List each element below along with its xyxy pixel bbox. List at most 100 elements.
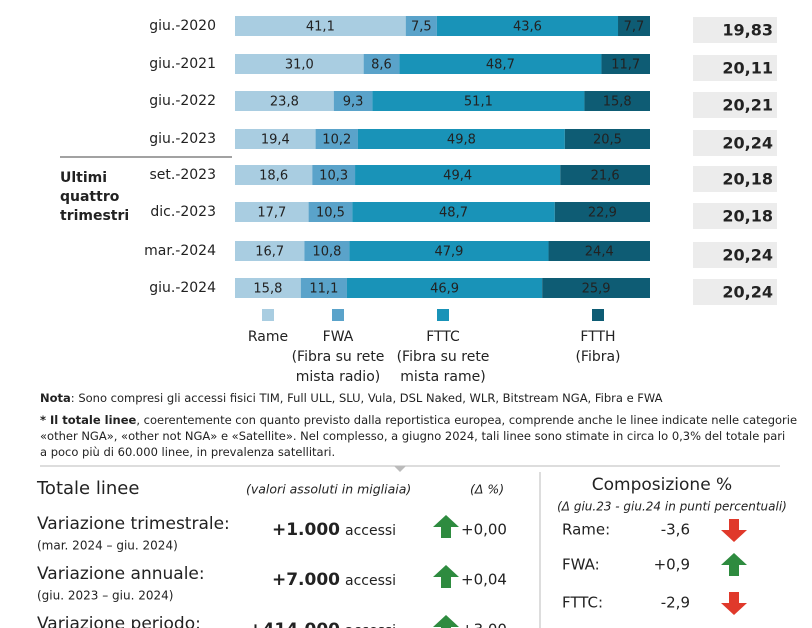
bar-label: 24,4: [585, 245, 614, 260]
legend-description: (Fibra su rete: [397, 349, 490, 365]
row-period: (giu. 2023 – giu. 2024): [37, 589, 173, 603]
bar-segment: [363, 54, 400, 74]
bar-label: 51,1: [464, 95, 493, 110]
bar-label: 48,7: [486, 58, 515, 73]
comp-label: Rame:: [562, 521, 610, 539]
row-unit: accessi: [345, 573, 396, 589]
bar-label: 10,2: [322, 133, 351, 148]
category-label: giu.-2021: [149, 56, 216, 72]
bar-label: 8,6: [371, 58, 392, 73]
legend-swatch: [437, 309, 449, 321]
bar-label: 16,7: [255, 245, 284, 260]
bar-label: 15,8: [253, 282, 282, 297]
legend-description: (Fibra): [575, 349, 620, 365]
comp-value: -3,6: [661, 521, 690, 539]
bar-label: 25,9: [582, 282, 611, 297]
category-label: giu.-2020: [149, 18, 216, 34]
total-label: 20,18: [722, 207, 773, 226]
bar-segment: [399, 54, 602, 74]
bar-segment: [352, 202, 555, 222]
total-box: [693, 130, 777, 156]
panel-subtitle: (valori assoluti in migliaia): [246, 482, 411, 497]
bar-label: 7,5: [411, 20, 432, 35]
category-label: giu.-2023: [149, 131, 216, 147]
total-label: 20,24: [722, 246, 773, 265]
bar-label: 48,7: [439, 206, 468, 221]
panel-subtitle: (Δ giu.23 - giu.24 in punti percentuali): [557, 500, 787, 514]
footnote-text: «other NGA», «other not NGA» e «Satellit…: [40, 429, 785, 443]
bar-segment: [372, 91, 585, 111]
group-label: Ultimi: [60, 170, 107, 186]
bar-segment: [542, 278, 650, 298]
row-period: (mar. 2024 – giu. 2024): [37, 539, 178, 553]
category-label: set.-2023: [149, 167, 216, 183]
footnote: «other NGA», «other not NGA» e «Satellit…: [40, 429, 785, 443]
row-value: +1.000: [272, 520, 340, 540]
footnote: * Il totale linee, coerentemente con qua…: [40, 413, 797, 427]
legend-description: mista rame): [400, 369, 485, 385]
bar-segment: [333, 91, 373, 111]
total-box: [693, 242, 777, 268]
panel-title: Totale linee: [36, 478, 139, 499]
bar-label: 21,6: [591, 169, 620, 184]
note-bold: Nota: [40, 391, 71, 405]
bar-label: 9,3: [343, 95, 364, 110]
bar-segment: [235, 165, 313, 185]
bar-segment: [235, 54, 364, 74]
divider-notch: [394, 466, 406, 472]
bar-label: 7,7: [624, 20, 645, 35]
total-box: [693, 92, 777, 118]
panel-title: Composizione %: [592, 475, 732, 495]
comp-label: FWA:: [562, 556, 600, 574]
total-label: 20,24: [722, 134, 773, 153]
comp-value: -2,9: [661, 594, 690, 612]
bar-segment: [235, 91, 334, 111]
bar-segment: [235, 241, 305, 261]
bar-segment: [346, 278, 543, 298]
total-box: [693, 279, 777, 305]
legend-name: FTTC: [426, 329, 460, 345]
bar-label: 49,8: [447, 133, 476, 148]
bar-label: 31,0: [285, 58, 314, 73]
legend-name: Rame: [248, 329, 288, 345]
total-label: 20,18: [722, 170, 773, 189]
footnote-text: a poco più di 60.000 linee, in prevalenz…: [40, 445, 335, 459]
bar-label: 49,4: [443, 169, 472, 184]
row-unit: accessi: [345, 623, 396, 628]
arrow-up: [433, 615, 459, 628]
bar-segment: [300, 278, 347, 298]
arrow-up: [721, 553, 747, 576]
bar-segment: [405, 16, 437, 36]
total-box: [693, 166, 777, 192]
row-delta: +3,00: [461, 621, 507, 628]
bar-segment: [584, 91, 650, 111]
row-unit: accessi: [345, 523, 396, 539]
bar-segment: [554, 202, 650, 222]
bar-segment: [560, 165, 650, 185]
legend-description: (Fibra su rete: [292, 349, 385, 365]
bar-segment: [312, 165, 356, 185]
bar-label: 17,7: [257, 206, 286, 221]
bar-segment: [235, 278, 301, 298]
bar-segment: [235, 202, 309, 222]
legend-name: FWA: [323, 329, 354, 345]
bar-label: 10,8: [312, 245, 341, 260]
category-label: dic.-2023: [150, 204, 216, 220]
legend-swatch: [262, 309, 274, 321]
bar-label: 11,7: [611, 58, 640, 73]
bar-label: 11,1: [309, 282, 338, 297]
legend-swatch: [592, 309, 604, 321]
bar-label: 15,8: [603, 95, 632, 110]
row-label: Variazione trimestrale:: [37, 514, 230, 534]
total-label: 20,24: [722, 283, 773, 302]
bar-label: 23,8: [270, 95, 299, 110]
total-box: [693, 17, 777, 43]
footnote-text: , coerentemente con quanto previsto dall…: [136, 413, 797, 427]
comp-label: FTTC:: [562, 594, 603, 612]
group-label: quattro: [60, 189, 120, 205]
category-label: giu.-2022: [149, 93, 216, 109]
bar-segment: [355, 165, 561, 185]
footnote-star: * Il: [40, 413, 62, 427]
bar-segment: [601, 54, 650, 74]
row-delta: +0,00: [461, 521, 507, 539]
